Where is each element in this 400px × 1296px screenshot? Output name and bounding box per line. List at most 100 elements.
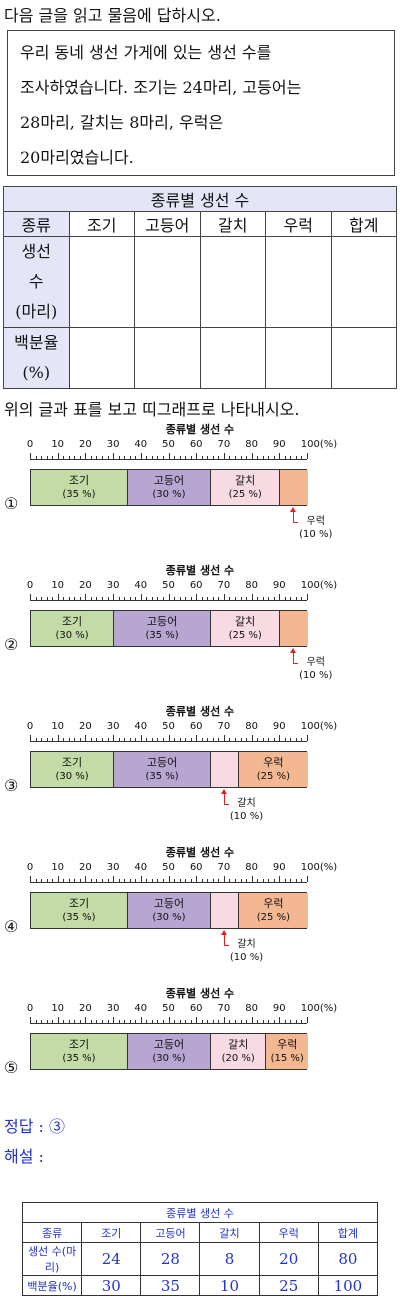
scale-tick: [41, 879, 43, 882]
option-number: ②: [4, 635, 19, 654]
segment-name: 우럭: [306, 516, 325, 527]
segment-조기: 조기 (35 %): [31, 1034, 128, 1069]
scale-tick: [246, 597, 248, 600]
scale-tick: [157, 456, 159, 459]
scale-tick: [74, 1020, 76, 1023]
tick-label: 40: [134, 580, 148, 591]
scale-tick: [30, 876, 31, 882]
blank-cell: [68, 236, 135, 328]
tick-label: 40: [134, 862, 148, 873]
scale-tick: [284, 597, 286, 600]
story-line: 우리 동네 생선 가게에 있는 생선 수를: [20, 43, 272, 62]
scale-tick: [102, 738, 104, 741]
segment-조기: 조기 (35 %): [31, 893, 128, 928]
callout-line: [293, 663, 299, 664]
scale-tick: [151, 738, 153, 741]
scale-tick: [246, 1020, 248, 1023]
scale-tick: [295, 456, 297, 459]
scale-tick: [262, 456, 264, 459]
scale-tick: [234, 456, 236, 459]
blank-table-header: 종류: [3, 211, 70, 237]
scale-tick: [63, 738, 65, 741]
scale-tick: [196, 453, 198, 459]
story-line: 조사하였습니다. 조기는 24마리, 고등어는: [20, 78, 302, 97]
scale-tick: [113, 453, 115, 459]
scale-tick: [229, 597, 231, 600]
row-label-line: 수: [28, 272, 44, 291]
segment-percent: (10 %): [229, 952, 264, 963]
segment-name: 갈치: [237, 798, 256, 809]
scale-tick: [57, 1017, 59, 1023]
tick-label: 40: [134, 1003, 148, 1014]
scale-tick: [107, 1020, 109, 1023]
segment-name: 조기: [68, 896, 90, 910]
scale-tick: [46, 879, 48, 882]
tick-label: 100(%): [300, 862, 338, 873]
option-5: 종류별 생선 수 0 10 20 30 40 50 60 70 80 90 100(%) 조기 (35 %…: [0, 986, 400, 1116]
scale-tick: [262, 738, 264, 741]
blank-cell: [199, 327, 266, 389]
scale-tick: [240, 879, 242, 882]
callout-label: 갈치 (10 %): [230, 797, 263, 823]
segment-percent: (30 %): [55, 770, 89, 782]
tick-label: 0: [26, 862, 34, 873]
scale-tick: [223, 594, 225, 600]
segment-우럭: 우럭 (25 %): [238, 893, 308, 928]
segment-percent: (25 %): [228, 629, 262, 641]
scale-tick: [124, 456, 126, 459]
blank-cell: [68, 327, 135, 389]
tick-label: 90: [272, 580, 286, 591]
tick-label: 60: [189, 580, 203, 591]
callout-line: [293, 522, 299, 523]
scale-tick: [113, 876, 115, 882]
tick-label: 30: [106, 439, 120, 450]
scale-tick: [295, 1020, 297, 1023]
row-label-line: 백분율: [14, 333, 59, 352]
scale-tick: [307, 453, 308, 459]
segment-percent: (35 %): [145, 629, 179, 641]
scale-tick: [212, 738, 214, 741]
scale-tick: [96, 738, 98, 741]
scale-tick: [146, 879, 148, 882]
scale-tick: [118, 1020, 120, 1023]
scale-tick: [129, 456, 131, 459]
blank-cell: [265, 327, 332, 389]
segment-name: 우럭: [263, 755, 284, 769]
scale-tick: [90, 597, 92, 600]
scale-tick: [107, 738, 109, 741]
scale-tick: [129, 1020, 131, 1023]
scale-tick: [57, 735, 59, 741]
scale-tick: [140, 876, 142, 882]
story-line: 28마리, 갈치는 8마리, 우럭은: [20, 113, 224, 132]
solution-table: 종류별 생선 수 종류 조기 고등어 갈치 우럭 합계 생선 수(마리) 24 …: [21, 1202, 379, 1296]
scale-tick: [301, 597, 303, 600]
tick-label: 90: [272, 721, 286, 732]
callout-line: [293, 511, 295, 523]
tick-label: 10: [51, 721, 65, 732]
scale-tick: [157, 1020, 159, 1023]
row-label-line: 생선: [21, 242, 51, 261]
segment-우럭: 우럭 (15 %): [266, 1034, 308, 1069]
scale-tick: [273, 738, 275, 741]
scale-tick: [240, 1020, 242, 1023]
scale-tick: [174, 879, 176, 882]
row-label-line: (마리): [15, 302, 58, 321]
scale-tick: [218, 456, 220, 459]
scale-tick: [290, 597, 292, 600]
scale-tick: [146, 1020, 148, 1023]
scale-tick: [146, 597, 148, 600]
solution-value: 20: [258, 1242, 319, 1276]
segment-percent: (25 %): [228, 488, 262, 500]
scale-tick: [151, 597, 153, 600]
scale-tick: [68, 597, 70, 600]
scale-tick: [35, 879, 37, 882]
blank-table-header: 합계: [330, 211, 397, 237]
scale-tick: [74, 597, 76, 600]
scale-tick: [190, 456, 192, 459]
scale-tick: [146, 738, 148, 741]
scale-tick: [240, 738, 242, 741]
scale-tick: [168, 876, 170, 882]
segment-name: 갈치: [235, 473, 256, 487]
tick-label: 80: [245, 580, 258, 591]
segment-고등어: 고등어 (30 %): [127, 470, 212, 505]
